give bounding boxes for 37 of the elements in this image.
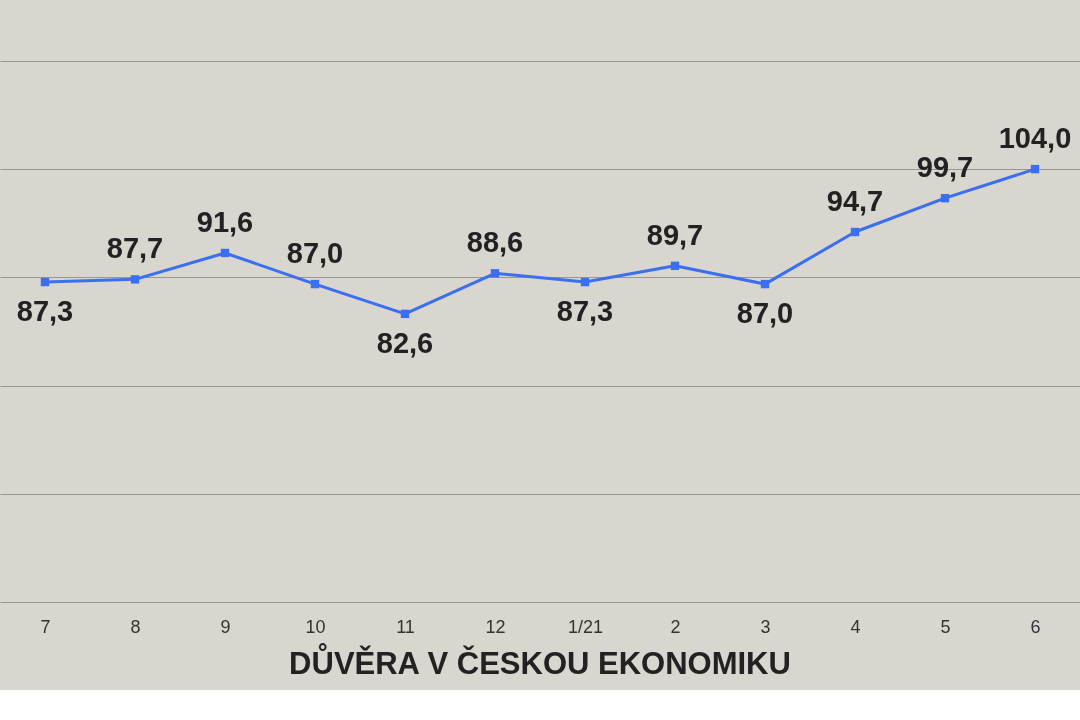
data-label: 88,6 (466, 226, 524, 259)
x-tick-label: 7 (40, 616, 51, 637)
data-label: 104,0 (998, 122, 1072, 155)
data-label: 87,0 (286, 237, 344, 270)
point (940, 194, 950, 203)
x-tick-label: 6 (1030, 616, 1041, 637)
x-tick-label: 3 (760, 616, 771, 637)
point (760, 279, 770, 289)
point (1030, 164, 1040, 174)
data-label: 87,3 (556, 295, 614, 328)
x-tick-label: 8 (130, 616, 141, 637)
text: DŮVĚRA V ČESKOU EKONOMIKU (289, 643, 791, 681)
x-tick-label: 11 (396, 616, 415, 637)
x-tick-label: 1/21 (567, 616, 604, 637)
x-tick-label: 4 (850, 616, 861, 637)
x-tick-label: 10 (305, 616, 326, 637)
data-label: 91,6 (196, 205, 254, 238)
data-label: 99,7 (916, 151, 974, 184)
x-tick-label: 9 (220, 616, 231, 637)
point (580, 277, 590, 287)
point (850, 227, 860, 237)
point (670, 261, 680, 271)
point (310, 279, 320, 289)
data-label: 87,0 (736, 297, 794, 330)
point (490, 269, 500, 278)
data-label: 89,7 (646, 218, 704, 251)
point (40, 277, 50, 287)
data-label: 82,6 (376, 326, 434, 359)
data-label: 94,7 (826, 185, 884, 218)
x-tick-label: 12 (485, 616, 506, 637)
data-label: 87,7 (106, 232, 164, 265)
data-label: 87,3 (16, 295, 74, 328)
point (220, 248, 230, 258)
x-tick-label: 5 (940, 616, 951, 637)
point (130, 275, 140, 284)
point (400, 309, 410, 319)
x-tick-label: 2 (670, 616, 681, 637)
